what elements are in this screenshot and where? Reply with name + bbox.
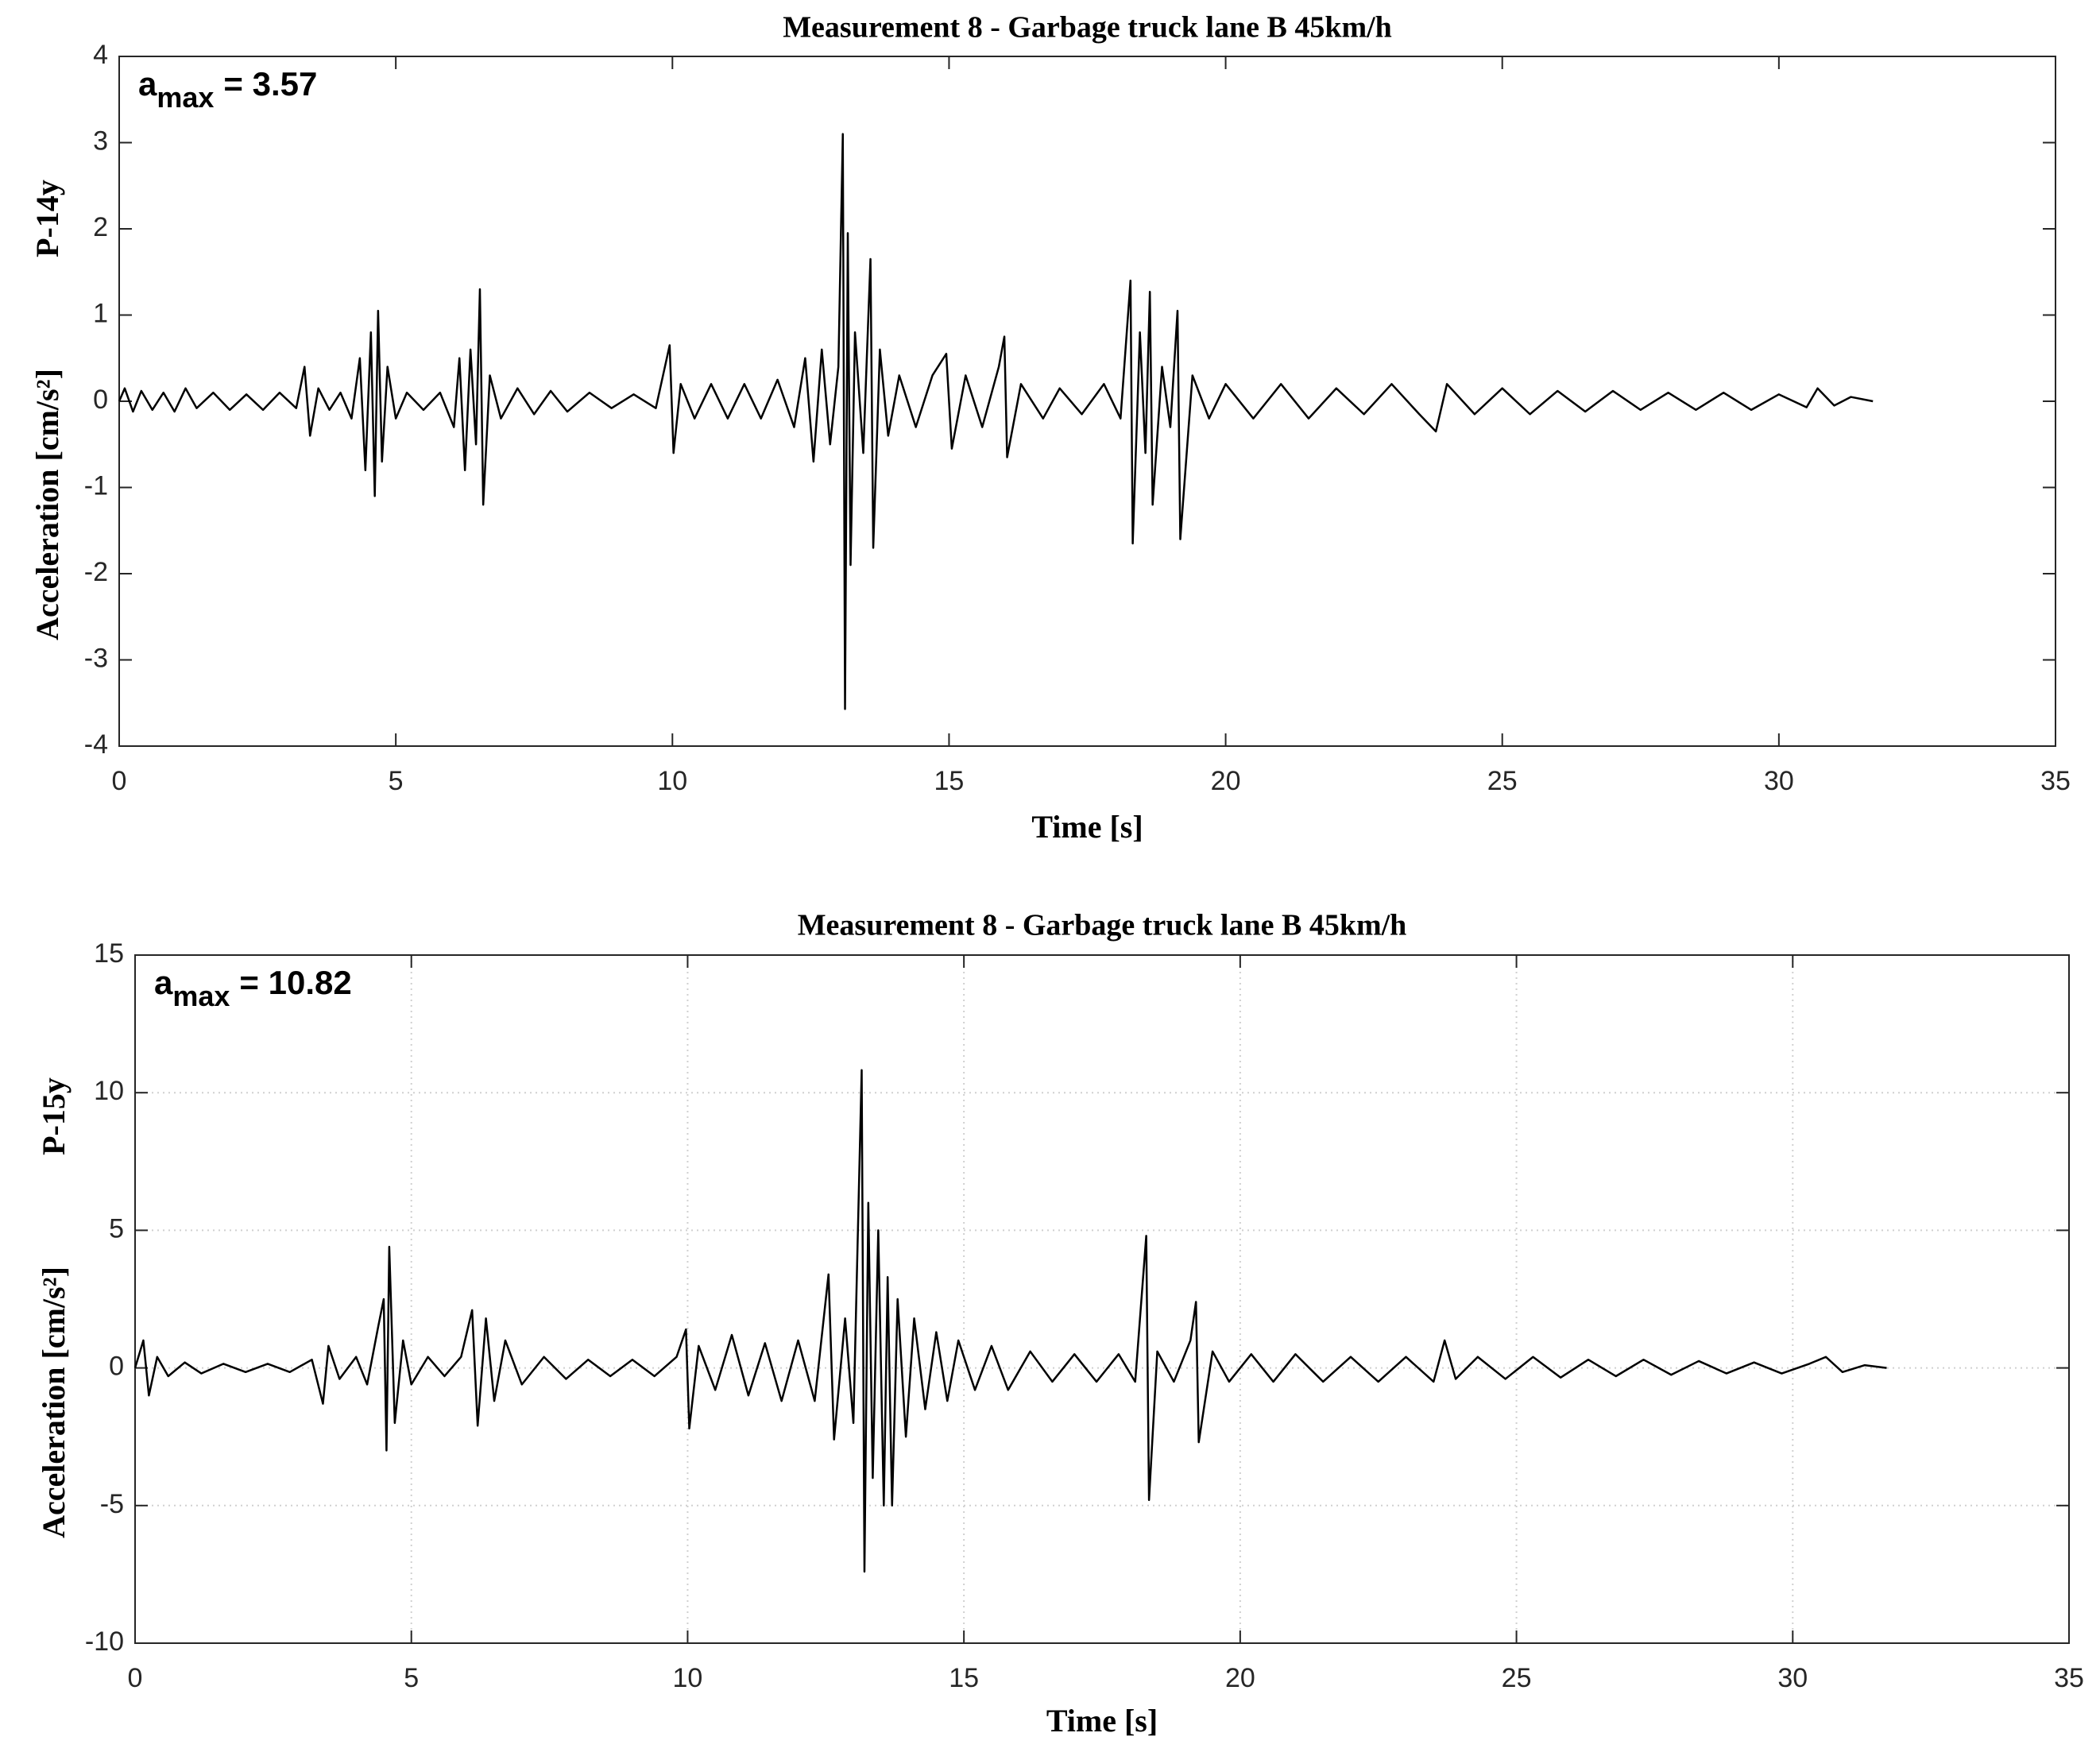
y-tick-label: 10 [94,1076,124,1106]
chart-panel: 0 5 10 15 20 25 30 35 -10 -5 0 5 10 15 Measurement 8 -… [36,909,2084,1739]
y-tick-label: 1 [93,298,108,328]
x-tick-label: 25 [1502,1663,1532,1693]
y-tick-label: -10 [85,1626,124,1657]
x-tick-label: 10 [673,1663,703,1693]
y-axis-tag: P-14y [29,180,65,257]
x-tick-label: 30 [1777,1663,1808,1693]
x-axis-label: Time [s] [1046,1703,1158,1739]
y-tick-label: -5 [100,1489,124,1519]
x-tick-label: 0 [128,1663,143,1693]
x-tick-label: 25 [1487,766,1518,796]
plot-area [135,955,2069,1643]
y-axis-label: Acceleration [cm/s²] [29,369,65,640]
x-tick-label: 15 [934,766,965,796]
x-tick-label: 20 [1211,766,1241,796]
chart-title: Measurement 8 - Garbage truck lane B 45k… [798,909,1407,942]
y-axis-label: Acceleration [cm/s²] [36,1267,72,1538]
y-tick-label: 2 [93,212,108,242]
signal-line [133,1069,1887,1573]
y-tick-label: -1 [84,470,108,501]
annotation-symbol: a [154,964,173,1001]
y-tick-label: 0 [109,1352,124,1382]
chart-panel: 0 5 10 15 20 25 30 35 -4 -3 -2 -1 0 1 2 3 4 Measurement 8… [29,11,2071,845]
x-tick-label: 35 [2054,1663,2084,1693]
x-tick-label: 30 [1764,766,1794,796]
annotation: amax = 3.57 [138,65,317,113]
annotation-symbol: a [138,65,157,102]
annotation-subscript: max [172,980,230,1012]
x-tick-label: 15 [949,1663,979,1693]
annotation: amax = 10.82 [154,964,352,1011]
annotation-value: = 3.57 [223,65,317,102]
x-tick-label: 20 [1225,1663,1255,1693]
x-tick-label: 5 [404,1663,419,1693]
plot-area [119,56,2056,746]
signal-line [118,133,1874,710]
y-tick-label: 15 [94,938,124,969]
annotation-value: = 10.82 [239,964,351,1001]
x-axis-label: Time [s] [1031,809,1143,845]
x-tick-label: 0 [112,766,127,796]
x-tick-label: 10 [657,766,687,796]
annotation-subscript: max [157,81,214,114]
x-tick-label: 5 [389,766,404,796]
y-tick-label: -2 [84,557,108,587]
y-tick-label: 5 [109,1213,124,1244]
y-tick-label: -4 [84,729,108,760]
chart-title: Measurement 8 - Garbage truck lane B 45k… [783,11,1392,44]
y-tick-label: 4 [93,40,108,70]
x-tick-label: 35 [2040,766,2071,796]
y-axis-tag: P-15y [36,1077,72,1155]
axes-frame [134,954,2070,1644]
y-tick-label: 0 [93,385,108,415]
y-tick-label: 3 [93,126,108,156]
y-tick-label: -3 [84,643,108,673]
